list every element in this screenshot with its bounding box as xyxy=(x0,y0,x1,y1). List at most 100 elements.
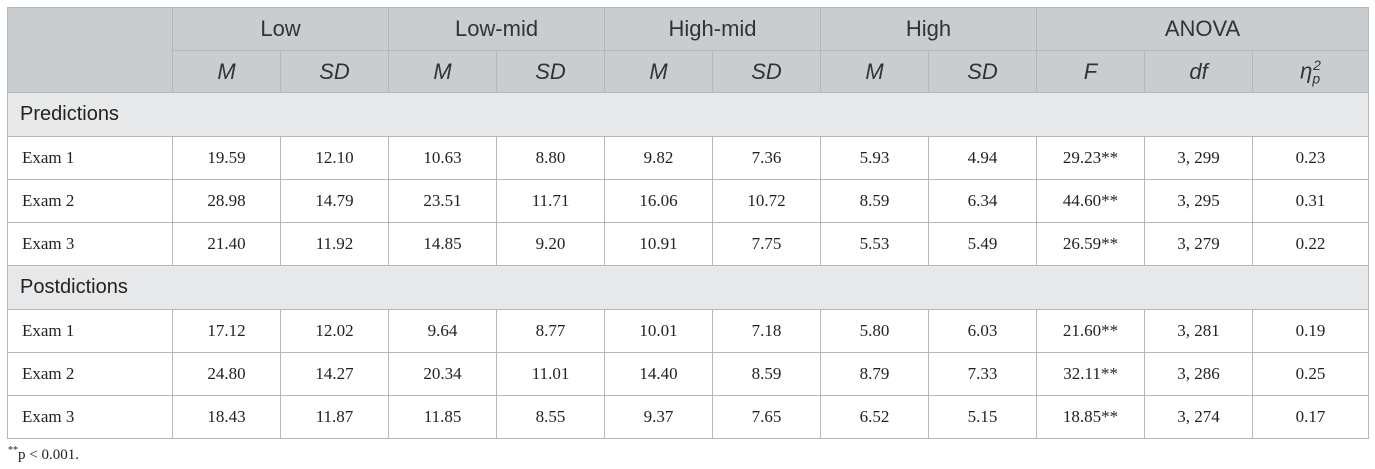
section-title: Postdictions xyxy=(6,265,1370,310)
cell: 0.25 xyxy=(1252,352,1370,396)
cell: 21.60** xyxy=(1036,309,1146,353)
cell: 3, 286 xyxy=(1144,352,1254,396)
cell: 5.49 xyxy=(928,222,1038,266)
cell: 10.63 xyxy=(388,136,498,180)
symbol-sup: 2 xyxy=(1313,56,1321,73)
cell: 44.60** xyxy=(1036,179,1146,223)
subheader: SD xyxy=(928,50,1038,93)
cell: 3, 295 xyxy=(1144,179,1254,223)
cell: 11.01 xyxy=(496,352,606,396)
data-table: Low Low-mid High-mid High ANOVA M SD M SD M SD M SD F… xyxy=(6,7,1370,439)
data-row: Exam 1 19.59 12.10 10.63 8.80 9.82 7.36 5.93 4.9… xyxy=(7,136,1370,180)
cell: 10.91 xyxy=(604,222,714,266)
cell: 5.53 xyxy=(820,222,930,266)
cell: 3, 279 xyxy=(1144,222,1254,266)
cell: 7.18 xyxy=(712,309,822,353)
data-row: Exam 3 21.40 11.92 14.85 9.20 10.91 7.75 5.53 5.… xyxy=(7,222,1370,266)
header-row: Low Low-mid High-mid High ANOVA xyxy=(7,7,1370,93)
cell: 16.06 xyxy=(604,179,714,223)
cell: 18.85** xyxy=(1036,395,1146,439)
cell: 14.40 xyxy=(604,352,714,396)
cell: 11.92 xyxy=(279,222,390,266)
subheader: F xyxy=(1036,50,1146,93)
data-row: Exam 2 24.80 14.27 20.34 11.01 14.40 8.59 8.79 7… xyxy=(7,352,1370,396)
cell: 14.85 xyxy=(388,222,498,266)
subheader: M xyxy=(172,50,281,93)
cell: 0.31 xyxy=(1252,179,1370,223)
cell: 12.02 xyxy=(279,309,390,353)
cell: 8.79 xyxy=(820,352,930,396)
cell: 8.55 xyxy=(496,395,606,439)
cell: 29.23** xyxy=(1036,136,1146,180)
group-header: Low xyxy=(171,7,390,51)
cell: 18.43 xyxy=(172,395,281,439)
cell: 0.19 xyxy=(1252,309,1370,353)
footnote: **p < 0.001. xyxy=(8,445,79,464)
symbol-sub: p xyxy=(1312,70,1321,87)
cell: 11.87 xyxy=(279,395,390,439)
cell: 0.17 xyxy=(1252,395,1370,439)
group-header: High-mid xyxy=(604,7,822,51)
cell: 21.40 xyxy=(172,222,281,266)
cell: 28.98 xyxy=(172,179,281,223)
cell: 11.85 xyxy=(388,395,498,439)
row-label: Exam 2 xyxy=(7,179,173,223)
subheader: M xyxy=(820,50,930,93)
cell: 9.64 xyxy=(388,309,498,353)
cell: 6.52 xyxy=(820,395,930,439)
cell: 6.34 xyxy=(928,179,1038,223)
subheader: M xyxy=(604,50,714,93)
row-label: Exam 1 xyxy=(7,309,173,353)
cell: 8.80 xyxy=(496,136,606,180)
cell: 7.65 xyxy=(712,395,822,439)
cell: 8.59 xyxy=(820,179,930,223)
footnote-text: p < 0.001. xyxy=(18,447,79,463)
cell: 11.71 xyxy=(496,179,606,223)
cell: 5.80 xyxy=(820,309,930,353)
subheader: SD xyxy=(279,50,390,93)
corner-cell xyxy=(7,7,173,93)
cell: 0.22 xyxy=(1252,222,1370,266)
cell: 5.15 xyxy=(928,395,1038,439)
subheader: M xyxy=(388,50,498,93)
cell: 19.59 xyxy=(172,136,281,180)
data-row: Exam 3 18.43 11.87 11.85 8.55 9.37 7.65 6.52 5.1… xyxy=(7,395,1370,439)
group-header: Low-mid xyxy=(388,7,606,51)
cell: 4.94 xyxy=(928,136,1038,180)
group-header: High xyxy=(820,7,1038,51)
cell: 12.10 xyxy=(279,136,390,180)
cell: 7.36 xyxy=(712,136,822,180)
cell: 8.77 xyxy=(496,309,606,353)
section-row: Postdictions xyxy=(6,265,1370,310)
cell: 9.20 xyxy=(496,222,606,266)
section-title: Predictions xyxy=(6,92,1370,137)
cell: 6.03 xyxy=(928,309,1038,353)
subheader: SD xyxy=(496,50,606,93)
cell: 20.34 xyxy=(388,352,498,396)
subheader: SD xyxy=(712,50,822,93)
cell: 3, 299 xyxy=(1144,136,1254,180)
cell: 7.33 xyxy=(928,352,1038,396)
row-label: Exam 2 xyxy=(7,352,173,396)
group-header: ANOVA xyxy=(1036,7,1370,51)
cell: 14.79 xyxy=(279,179,390,223)
cell: 23.51 xyxy=(388,179,498,223)
data-row: Exam 1 17.12 12.02 9.64 8.77 10.01 7.18 5.80 6.0… xyxy=(7,309,1370,353)
cell: 14.27 xyxy=(279,352,390,396)
cell: 10.72 xyxy=(712,179,822,223)
subheader: ηp2 xyxy=(1252,50,1370,93)
section-row: Predictions xyxy=(6,92,1370,137)
cell: 10.01 xyxy=(604,309,714,353)
cell: 5.93 xyxy=(820,136,930,180)
cell: 26.59** xyxy=(1036,222,1146,266)
cell: 24.80 xyxy=(172,352,281,396)
cell: 9.37 xyxy=(604,395,714,439)
row-label: Exam 3 xyxy=(7,222,173,266)
cell: 0.23 xyxy=(1252,136,1370,180)
table-body: Low Low-mid High-mid High ANOVA M SD M SD M SD M SD F… xyxy=(6,7,1370,439)
row-label: Exam 1 xyxy=(7,136,173,180)
symbol: η xyxy=(1300,57,1313,83)
cell: 8.59 xyxy=(712,352,822,396)
